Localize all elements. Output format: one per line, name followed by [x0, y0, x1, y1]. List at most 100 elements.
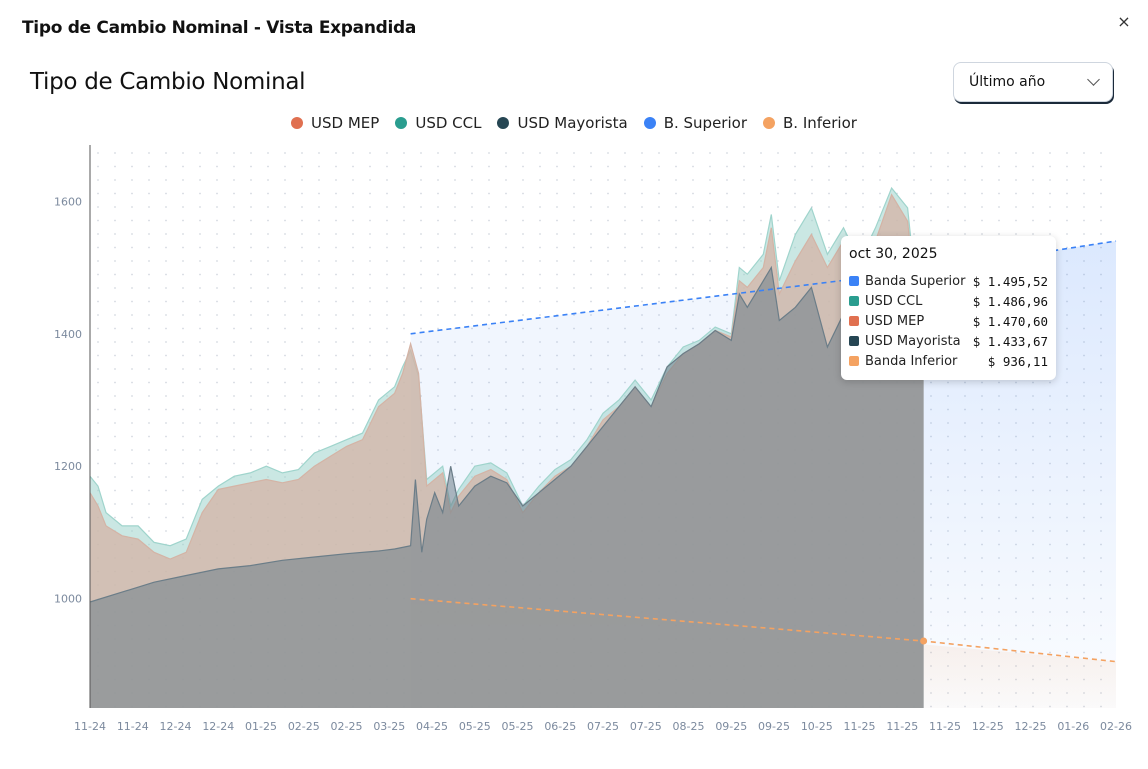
grid-dot	[794, 192, 796, 195]
grid-dot	[335, 381, 337, 384]
grid-dot	[352, 381, 354, 384]
grid-dot	[862, 206, 864, 208]
grid-dot	[284, 260, 286, 262]
grid-dot	[471, 341, 473, 343]
grid-dot	[488, 449, 490, 451]
grid-dot	[539, 462, 541, 465]
grid-dot	[182, 273, 184, 276]
grid-dot	[930, 192, 932, 195]
grid-dot	[964, 206, 966, 208]
grid-dot	[692, 165, 694, 168]
grid-dot	[471, 408, 473, 411]
grid-dot	[437, 354, 439, 357]
grid-dot	[964, 219, 966, 222]
grid-dot	[420, 260, 422, 262]
grid-dot	[743, 233, 745, 235]
grid-dot	[420, 300, 422, 303]
grid-dot	[182, 233, 184, 235]
grid-dot	[828, 246, 830, 249]
grid-dot	[369, 341, 371, 343]
grid-dot	[437, 219, 439, 222]
grid-dot	[658, 354, 660, 357]
time-range-select[interactable]: Último año	[953, 62, 1113, 102]
grid-dot	[607, 381, 609, 384]
grid-dot	[539, 341, 541, 343]
grid-dot	[165, 449, 167, 451]
grid-dot	[352, 300, 354, 303]
grid-dot	[522, 165, 524, 168]
legend-item-banda-inferior[interactable]: B. Inferior	[763, 114, 857, 132]
grid-dot	[369, 327, 371, 330]
grid-dot	[301, 233, 303, 235]
legend-item-banda-superior[interactable]: B. Superior	[643, 114, 747, 132]
grid-dot	[505, 341, 507, 343]
grid-dot	[777, 206, 779, 208]
grid-dot	[216, 233, 218, 235]
grid-dot	[692, 206, 694, 208]
grid-dot	[539, 192, 541, 195]
grid-dot	[471, 246, 473, 249]
grid-dot	[335, 395, 337, 397]
grid-dot	[233, 327, 235, 330]
grid-dot	[505, 327, 507, 330]
grid-dot	[182, 408, 184, 411]
grid-dot	[216, 246, 218, 249]
grid-dot	[233, 381, 235, 384]
grid-dot	[539, 422, 541, 424]
grid-dot	[522, 314, 524, 316]
grid-dot	[692, 219, 694, 222]
grid-dot	[216, 341, 218, 343]
grid-dot	[522, 476, 524, 478]
grid-dot	[573, 246, 575, 249]
grid-dot	[675, 206, 677, 208]
grid-dot	[335, 273, 337, 276]
x-tick-label: 12-24	[202, 720, 234, 733]
grid-dot	[930, 233, 932, 235]
grid-dot	[590, 300, 592, 303]
usd-mayorista-line	[89, 265, 925, 603]
grid-dot	[505, 354, 507, 357]
grid-dot	[216, 435, 218, 438]
close-icon[interactable]: ×	[1117, 12, 1131, 31]
grid-dot	[862, 179, 864, 181]
grid-dot	[114, 327, 116, 330]
grid-dot	[131, 503, 133, 505]
grid-dot	[97, 246, 99, 249]
grid-dot	[607, 152, 609, 154]
grid-dot	[233, 354, 235, 357]
grid-dot	[1066, 206, 1068, 208]
grid-dot	[437, 300, 439, 303]
grid-dot	[573, 192, 575, 195]
legend-item-usd-mep[interactable]: USD MEP	[291, 114, 379, 132]
legend-item-usd-ccl[interactable]: USD CCL	[395, 114, 481, 132]
grid-dot	[794, 206, 796, 208]
grid-dot	[250, 179, 252, 181]
grid-dot	[318, 381, 320, 384]
grid-dot	[522, 260, 524, 262]
grid-dot	[709, 287, 711, 289]
grid-dot	[998, 152, 1000, 154]
grid-dot	[182, 435, 184, 438]
grid-dot	[369, 179, 371, 181]
grid-dot	[97, 368, 99, 370]
grid-dot	[420, 354, 422, 357]
grid-dot	[420, 368, 422, 370]
grid-dot	[1100, 192, 1102, 195]
x-tick-label: 05-25	[459, 720, 491, 733]
grid-dot	[369, 300, 371, 303]
legend-item-usd-mayorista[interactable]: USD Mayorista	[497, 114, 628, 132]
grid-dot	[658, 219, 660, 222]
grid-dot	[505, 449, 507, 451]
tooltip-swatch	[849, 336, 859, 346]
grid-dot	[1066, 165, 1068, 168]
grid-dot	[233, 192, 235, 195]
grid-dot	[675, 300, 677, 303]
grid-dot	[675, 233, 677, 235]
grid-dot	[658, 273, 660, 276]
grid-dot	[335, 260, 337, 262]
grid-dot	[539, 435, 541, 438]
grid-dot	[369, 192, 371, 195]
grid-dot	[522, 179, 524, 181]
grid-dot	[641, 206, 643, 208]
